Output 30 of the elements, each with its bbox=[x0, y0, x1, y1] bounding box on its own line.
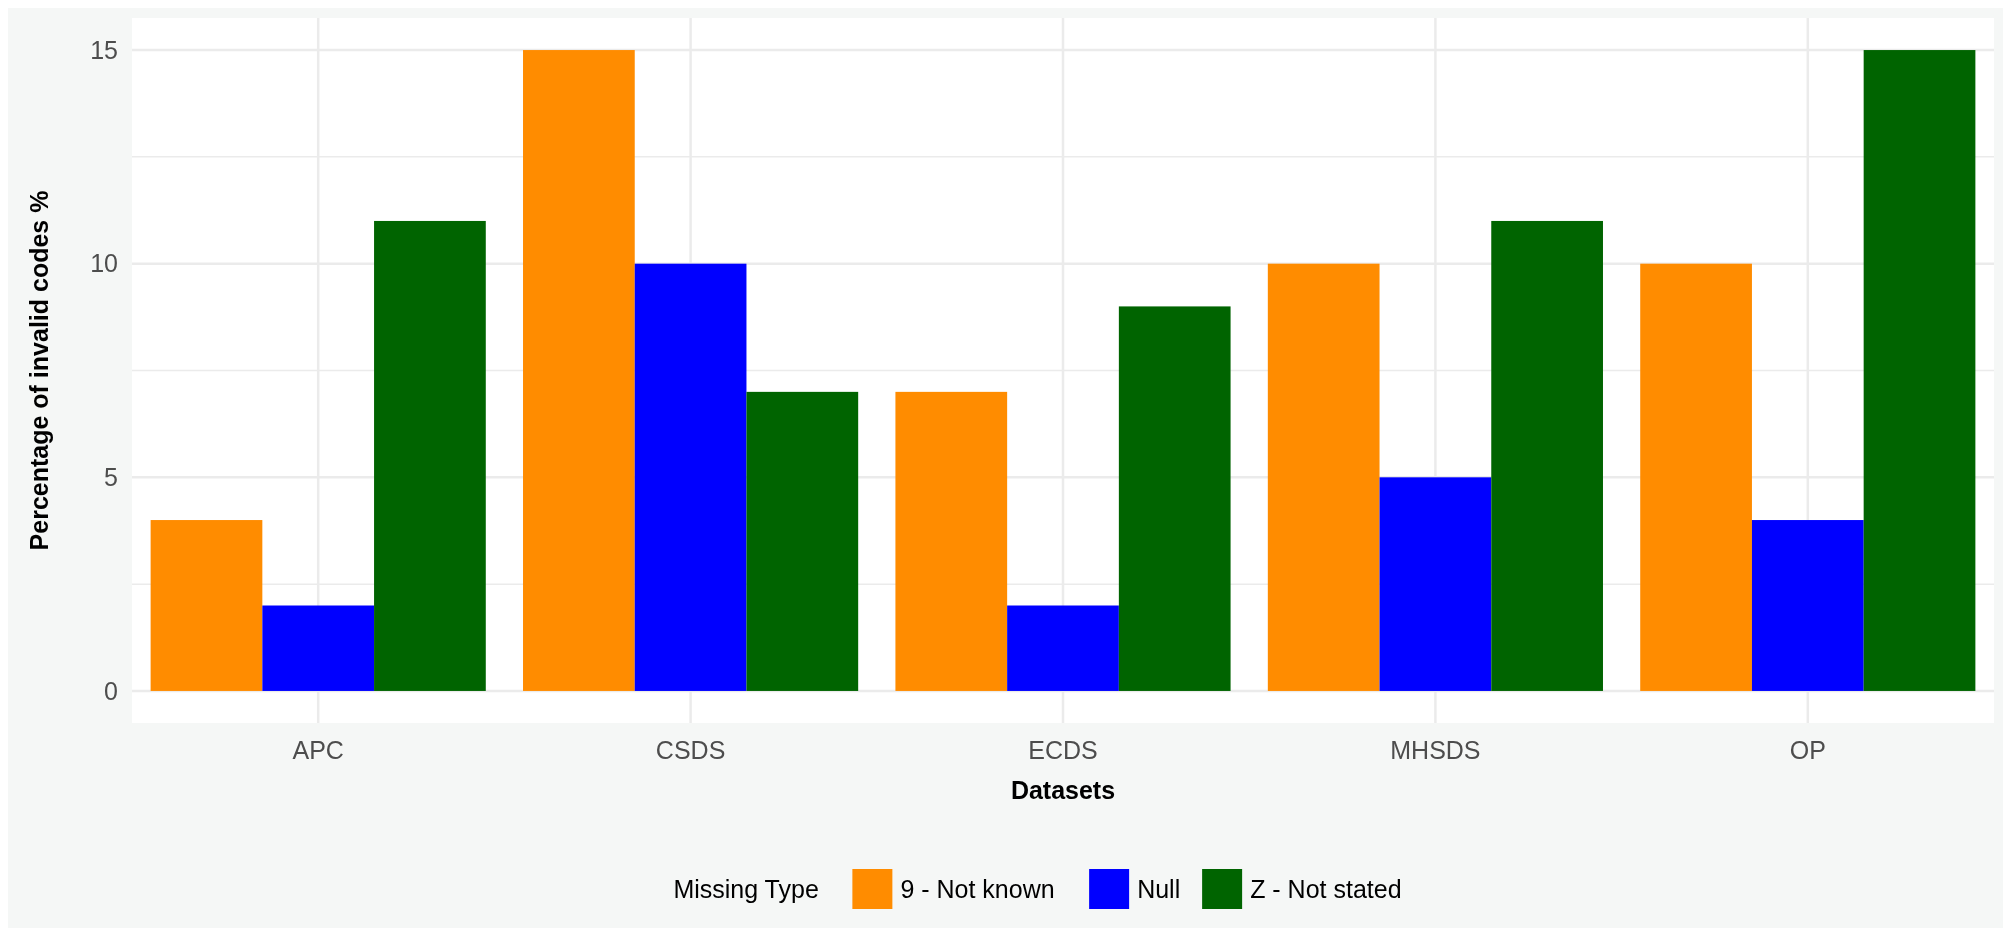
bar bbox=[1863, 50, 1976, 691]
y-tick-label: 0 bbox=[104, 676, 118, 705]
bar bbox=[150, 520, 263, 691]
y-axis-title: Percentage of invalid codes % bbox=[25, 190, 53, 551]
bar bbox=[746, 391, 859, 691]
bar bbox=[634, 263, 747, 691]
y-tick-label: 5 bbox=[104, 463, 118, 492]
bar bbox=[374, 220, 486, 691]
bar bbox=[895, 391, 1008, 691]
x-tick-label: MHSDS bbox=[1390, 736, 1481, 764]
legend-label: Z - Not stated bbox=[1250, 874, 1402, 903]
bar bbox=[1751, 520, 1864, 691]
legend-title: Missing Type bbox=[673, 874, 819, 903]
bar bbox=[1118, 306, 1231, 691]
bar bbox=[523, 50, 635, 691]
y-tick-label: 15 bbox=[90, 35, 118, 64]
bar bbox=[1640, 263, 1752, 691]
bar bbox=[1007, 605, 1119, 691]
bar bbox=[1491, 220, 1603, 691]
x-tick-label: ECDS bbox=[1028, 736, 1098, 764]
bar bbox=[1379, 477, 1492, 691]
bar bbox=[1267, 263, 1380, 691]
x-axis-title: Datasets bbox=[1010, 776, 1116, 804]
x-tick-label: OP bbox=[1789, 736, 1826, 764]
legend-label: 9 - Not known bbox=[900, 874, 1055, 903]
x-tick-label: APC bbox=[292, 736, 344, 764]
y-tick-label: 10 bbox=[90, 249, 118, 278]
bar bbox=[262, 605, 375, 691]
x-tick-label: CSDS bbox=[655, 736, 726, 764]
legend-label: Null bbox=[1137, 874, 1181, 903]
